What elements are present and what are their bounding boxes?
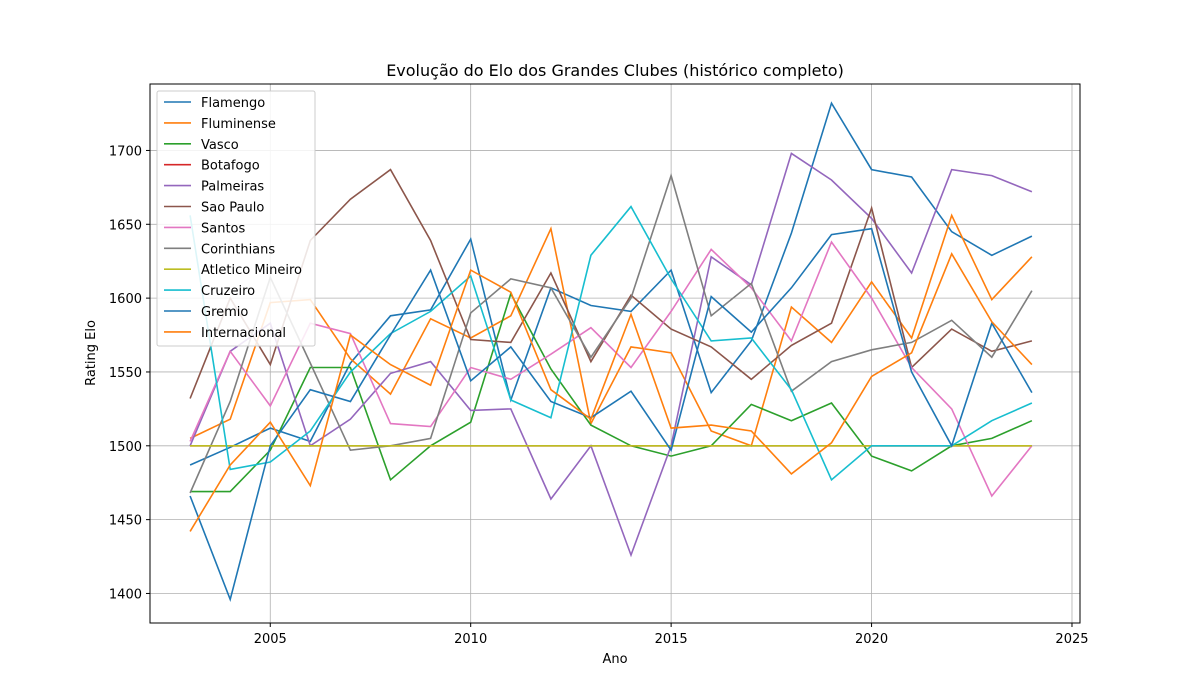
legend-label-atletico-mineiro: Atletico Mineiro — [201, 263, 302, 278]
series-lines — [189, 101, 1033, 602]
y-tick-label: 1400 — [109, 587, 142, 602]
legend-label-corinthians: Corinthians — [201, 242, 275, 257]
y-tick-label: 1650 — [109, 218, 142, 233]
y-tick-label: 1600 — [109, 292, 142, 307]
legend-label-palmeiras: Palmeiras — [201, 180, 264, 195]
plot-frame — [149, 83, 1081, 624]
legend-label-internacional: Internacional — [201, 326, 286, 341]
y-axis-label: Rating Elo — [84, 320, 99, 386]
y-tick-label: 1700 — [109, 144, 142, 159]
series-line-cruzeiro — [189, 205, 1033, 482]
legend-label-flamengo: Flamengo — [201, 96, 265, 111]
y-tick-label: 1500 — [109, 440, 142, 455]
axis-ticks: 2005 2010 2015 2020 2025 1400 1450 1500 1550 1600… — [109, 144, 1089, 647]
x-tick-label: 2010 — [454, 632, 487, 647]
series-line-palmeiras — [189, 152, 1033, 558]
x-tick-label: 2020 — [855, 632, 888, 647]
series-line-santos — [189, 240, 1033, 498]
legend-label-cruzeiro: Cruzeiro — [201, 284, 255, 299]
x-axis-label: Ano — [602, 652, 627, 667]
y-tick-label: 1450 — [109, 514, 142, 529]
legend-label-sao-paulo: Sao Paulo — [201, 201, 264, 216]
series-line-gremio — [189, 227, 1033, 602]
legend: Flamengo Fluminense Vasco Botafogo Palmeiras… — [156, 90, 316, 347]
series-line-internacional — [189, 251, 1033, 532]
legend-label-santos: Santos — [201, 221, 246, 236]
series-line-vasco — [190, 291, 1033, 493]
legend-label-vasco: Vasco — [201, 138, 239, 153]
legend-box — [156, 90, 316, 347]
chart-title: Evolução do Elo dos Grandes Clubes (hist… — [386, 61, 844, 80]
x-tick-label: 2015 — [655, 632, 688, 647]
legend-label-botafogo: Botafogo — [201, 159, 260, 174]
series-line-corinthians — [189, 172, 1033, 494]
y-tick-label: 1550 — [109, 366, 142, 381]
legend-label-fluminense: Fluminense — [201, 117, 276, 132]
x-tick-label: 2005 — [254, 632, 287, 647]
x-tick-label: 2025 — [1055, 632, 1088, 647]
legend-label-gremio: Gremio — [201, 305, 248, 320]
